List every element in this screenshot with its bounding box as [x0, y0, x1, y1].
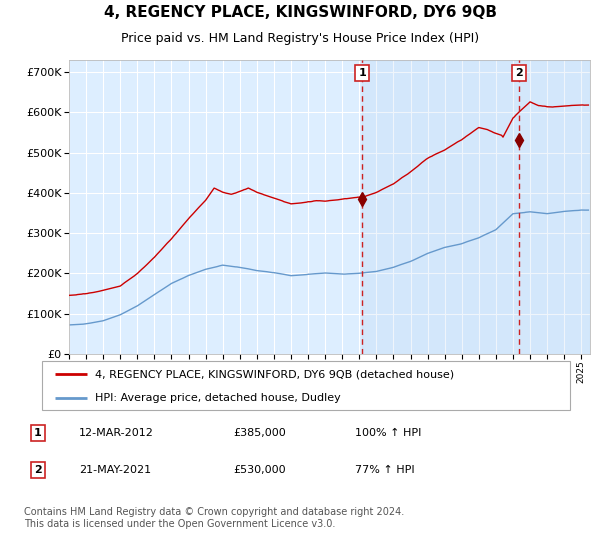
Text: 2: 2: [515, 68, 523, 78]
Text: 1: 1: [34, 428, 41, 438]
Text: 4, REGENCY PLACE, KINGSWINFORD, DY6 9QB (detached house): 4, REGENCY PLACE, KINGSWINFORD, DY6 9QB …: [95, 370, 454, 380]
Text: Price paid vs. HM Land Registry's House Price Index (HPI): Price paid vs. HM Land Registry's House …: [121, 32, 479, 45]
Text: 2: 2: [34, 465, 41, 475]
Text: 100% ↑ HPI: 100% ↑ HPI: [355, 428, 422, 438]
Text: Contains HM Land Registry data © Crown copyright and database right 2024.
This d: Contains HM Land Registry data © Crown c…: [24, 507, 404, 529]
Text: 21-MAY-2021: 21-MAY-2021: [79, 465, 151, 475]
Text: 77% ↑ HPI: 77% ↑ HPI: [355, 465, 415, 475]
Bar: [362, 60, 590, 354]
Text: £530,000: £530,000: [234, 465, 286, 475]
Text: 4, REGENCY PLACE, KINGSWINFORD, DY6 9QB: 4, REGENCY PLACE, KINGSWINFORD, DY6 9QB: [104, 5, 497, 20]
Text: £385,000: £385,000: [234, 428, 287, 438]
Text: HPI: Average price, detached house, Dudley: HPI: Average price, detached house, Dudl…: [95, 393, 341, 403]
Text: 1: 1: [358, 68, 366, 78]
Text: 12-MAR-2012: 12-MAR-2012: [79, 428, 154, 438]
FancyBboxPatch shape: [42, 361, 570, 410]
